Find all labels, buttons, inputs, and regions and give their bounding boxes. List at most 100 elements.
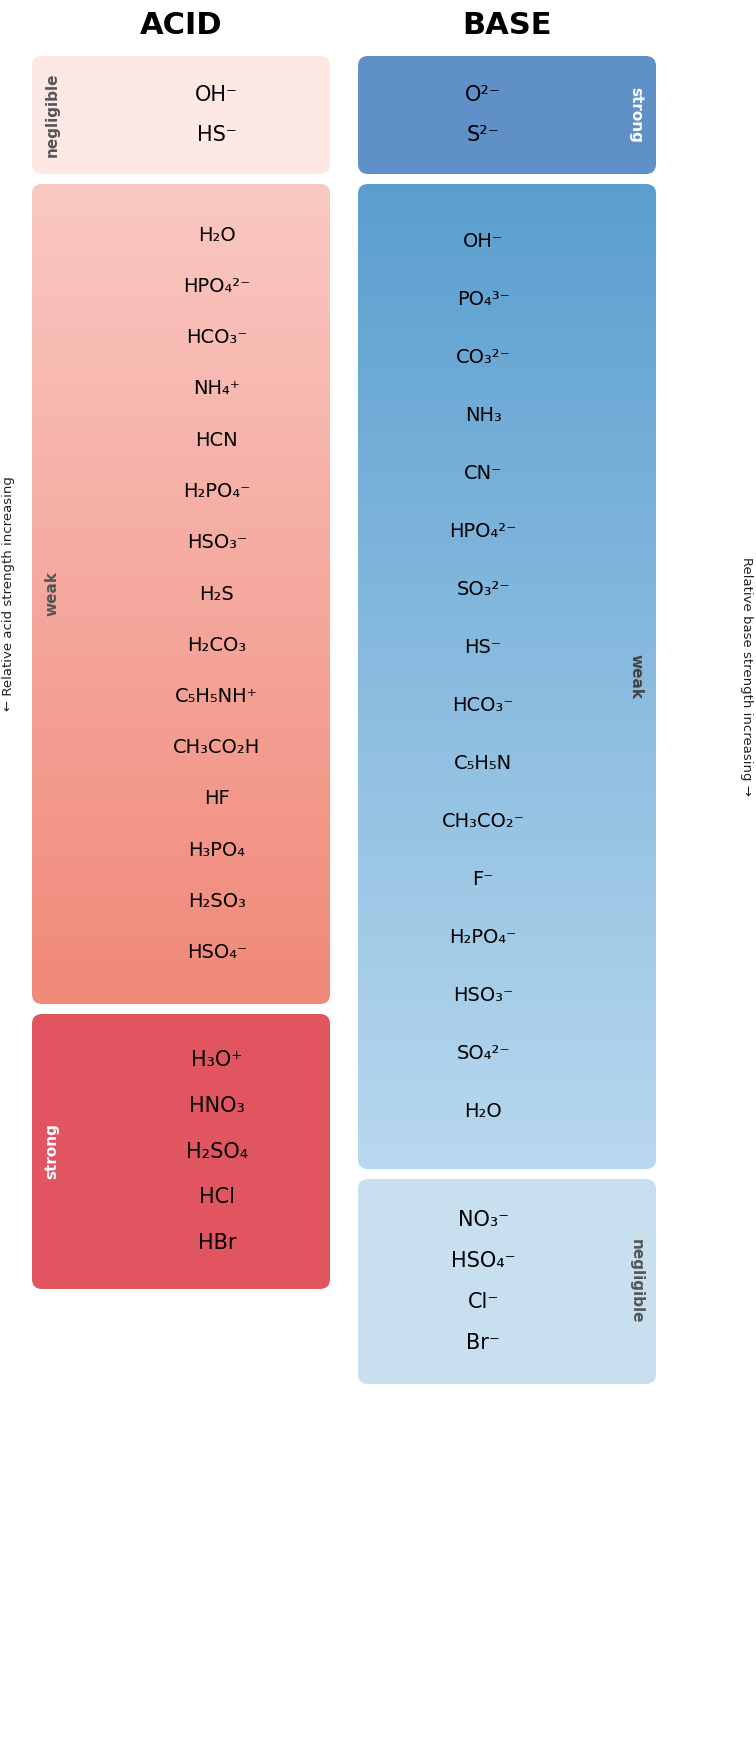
Bar — [32, 667, 330, 671]
Bar — [358, 709, 656, 712]
Text: H₂O: H₂O — [464, 1101, 502, 1120]
Bar — [32, 995, 330, 998]
Bar — [358, 294, 656, 300]
Bar — [32, 206, 330, 209]
Bar — [32, 517, 330, 521]
Bar — [358, 706, 656, 709]
Bar — [32, 456, 330, 460]
Text: H₂PO₄⁻: H₂PO₄⁻ — [183, 483, 250, 502]
Bar — [32, 355, 330, 359]
Bar — [32, 350, 330, 354]
Bar — [32, 683, 330, 688]
Bar — [358, 1087, 656, 1090]
Bar — [32, 937, 330, 942]
Bar — [32, 634, 330, 638]
Bar — [358, 561, 656, 566]
Bar — [32, 596, 330, 599]
Bar — [358, 516, 656, 519]
Bar — [358, 751, 656, 756]
Bar — [32, 254, 330, 258]
Bar — [32, 618, 330, 622]
Bar — [32, 284, 330, 289]
Text: H₂SO₄: H₂SO₄ — [186, 1141, 248, 1162]
Text: H₂PO₄⁻: H₂PO₄⁻ — [450, 928, 517, 946]
Bar — [358, 219, 656, 225]
Bar — [32, 834, 330, 838]
Bar — [358, 761, 656, 766]
Bar — [32, 469, 330, 472]
Bar — [32, 927, 330, 930]
Bar — [32, 293, 330, 296]
Bar — [32, 820, 330, 824]
FancyBboxPatch shape — [32, 56, 330, 174]
Bar — [32, 197, 330, 200]
Bar — [358, 456, 656, 460]
Bar — [358, 746, 656, 749]
Bar — [358, 324, 656, 329]
Bar — [358, 1021, 656, 1024]
Bar — [32, 601, 330, 606]
Bar — [32, 531, 330, 535]
Bar — [32, 470, 330, 474]
Bar — [358, 204, 656, 207]
Text: HCO₃⁻: HCO₃⁻ — [452, 697, 514, 714]
Bar — [358, 991, 656, 995]
Bar — [32, 815, 330, 819]
Bar — [358, 646, 656, 652]
Bar — [358, 887, 656, 890]
Bar — [358, 423, 656, 427]
Bar — [32, 988, 330, 991]
Bar — [358, 869, 656, 874]
Bar — [358, 498, 656, 503]
Bar — [358, 409, 656, 415]
Bar — [358, 1090, 656, 1094]
Bar — [32, 801, 330, 805]
Bar — [32, 416, 330, 420]
Bar — [32, 709, 330, 712]
Bar — [358, 327, 656, 333]
Bar — [358, 824, 656, 827]
Bar — [358, 692, 656, 697]
Bar — [358, 817, 656, 822]
Bar — [358, 827, 656, 831]
Bar — [358, 183, 656, 188]
Bar — [32, 676, 330, 679]
Bar — [358, 1043, 656, 1049]
Bar — [32, 848, 330, 852]
Bar — [358, 754, 656, 760]
Bar — [32, 700, 330, 704]
Bar — [32, 397, 330, 401]
Bar — [32, 826, 330, 829]
Bar — [32, 793, 330, 796]
Bar — [358, 920, 656, 923]
Bar — [358, 1146, 656, 1150]
Text: ← Relative acid strength increasing: ← Relative acid strength increasing — [2, 477, 16, 711]
Bar — [358, 545, 656, 549]
Bar — [358, 578, 656, 582]
Bar — [32, 239, 330, 242]
Bar — [358, 742, 656, 746]
Bar — [32, 378, 330, 381]
Bar — [358, 242, 656, 247]
Bar — [358, 679, 656, 683]
Text: HPO₄²⁻: HPO₄²⁻ — [183, 277, 250, 296]
Bar — [358, 699, 656, 704]
Bar — [358, 866, 656, 871]
Bar — [358, 535, 656, 538]
Bar — [32, 195, 330, 199]
Bar — [358, 1047, 656, 1052]
Bar — [32, 850, 330, 854]
Bar — [358, 801, 656, 805]
Bar — [358, 390, 656, 395]
Bar — [358, 1136, 656, 1139]
Bar — [32, 643, 330, 646]
Bar — [358, 951, 656, 956]
Bar — [32, 432, 330, 436]
Bar — [32, 840, 330, 843]
Bar — [32, 946, 330, 949]
Bar — [32, 566, 330, 570]
Bar — [32, 334, 330, 338]
Bar — [358, 639, 656, 645]
Bar — [32, 782, 330, 786]
Bar — [358, 449, 656, 453]
